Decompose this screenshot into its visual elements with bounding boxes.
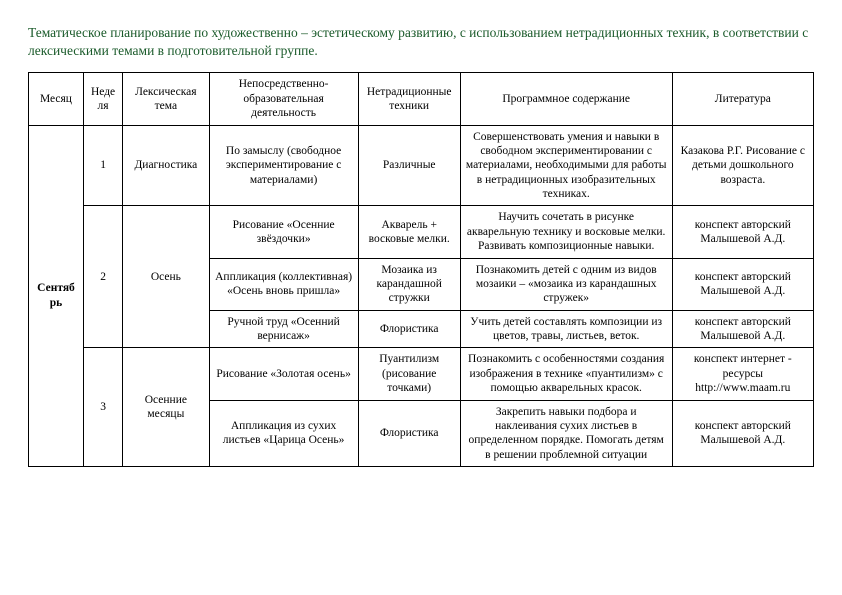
cell-tech: Флористика — [358, 400, 460, 467]
cell-tech: Флористика — [358, 310, 460, 348]
cell-program: Совершенствовать умения и навыки в свобо… — [460, 125, 672, 206]
col-month: Месяц — [29, 73, 84, 125]
cell-activity: Ручной труд «Осенний вернисаж» — [209, 310, 358, 348]
cell-week: 2 — [83, 206, 122, 348]
col-lit: Литература — [672, 73, 813, 125]
cell-week: 1 — [83, 125, 122, 206]
cell-tech: Акварель + восковые мелки. — [358, 206, 460, 258]
table-row: 2 Осень Рисование «Осенние звёздочки» Ак… — [29, 206, 814, 258]
cell-program: Познакомить с особенностями создания изо… — [460, 348, 672, 400]
cell-tech: Мозаика из карандашной стружки — [358, 258, 460, 310]
cell-week: 3 — [83, 348, 122, 467]
table-row: 3 Осенние месяцы Рисование «Золотая осен… — [29, 348, 814, 400]
col-week: Неделя — [83, 73, 122, 125]
cell-program: Учить детей составлять композиции из цве… — [460, 310, 672, 348]
cell-activity: Аппликация из сухих листьев «Царица Осен… — [209, 400, 358, 467]
cell-theme: Осенние месяцы — [123, 348, 209, 467]
cell-tech: Пуантилизм (рисование точками) — [358, 348, 460, 400]
col-tech: Нетрадиционные техники — [358, 73, 460, 125]
cell-activity: Рисование «Золотая осень» — [209, 348, 358, 400]
cell-month: Сентябрь — [29, 125, 84, 467]
cell-program: Научить сочетать в рисунке акварельную т… — [460, 206, 672, 258]
col-activity: Непосредственно-образовательная деятельн… — [209, 73, 358, 125]
cell-theme: Диагностика — [123, 125, 209, 206]
cell-program: Познакомить детей с одним из видов мозаи… — [460, 258, 672, 310]
cell-lit: конспект интернет - ресурсы http://www.m… — [672, 348, 813, 400]
cell-lit: конспект авторский Малышевой А.Д. — [672, 310, 813, 348]
cell-lit: Казакова Р.Г. Рисование с детьми дошколь… — [672, 125, 813, 206]
col-theme: Лексическая тема — [123, 73, 209, 125]
table-row: Сентябрь 1 Диагностика По замыслу (свобо… — [29, 125, 814, 206]
cell-activity: Рисование «Осенние звёздочки» — [209, 206, 358, 258]
cell-lit: конспект авторский Малышевой А.Д. — [672, 258, 813, 310]
page-title: Тематическое планирование по художествен… — [28, 24, 814, 60]
cell-program: Закрепить навыки подбора и наклеивания с… — [460, 400, 672, 467]
cell-theme: Осень — [123, 206, 209, 348]
cell-lit: конспект авторский Малышевой А.Д. — [672, 206, 813, 258]
cell-activity: Аппликация (коллективная) «Осень вновь п… — [209, 258, 358, 310]
cell-tech: Различные — [358, 125, 460, 206]
cell-activity: По замыслу (свободное экспериментировани… — [209, 125, 358, 206]
col-program: Программное содержание — [460, 73, 672, 125]
table-header-row: Месяц Неделя Лексическая тема Непосредст… — [29, 73, 814, 125]
planning-table: Месяц Неделя Лексическая тема Непосредст… — [28, 72, 814, 467]
cell-lit: конспект авторский Малышевой А.Д. — [672, 400, 813, 467]
